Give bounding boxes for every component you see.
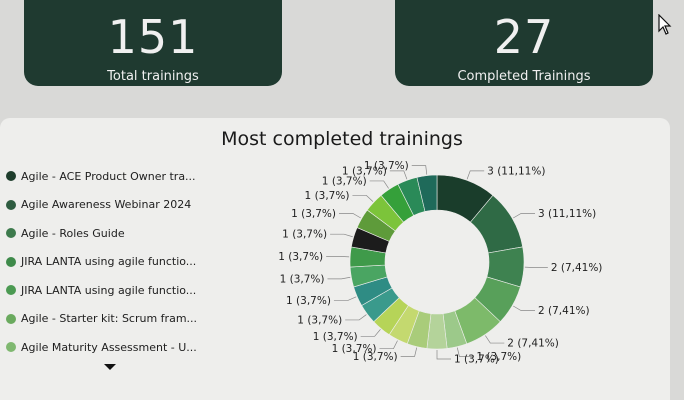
leader-line <box>466 170 485 180</box>
data-label: 1 (3,7%) <box>313 331 358 343</box>
leader-line <box>326 256 350 258</box>
leader-line <box>379 340 398 350</box>
legend-color-icon <box>6 313 16 324</box>
kpi-value: 27 <box>493 10 555 64</box>
data-label: 2 (7,41%) <box>551 262 603 274</box>
data-label: 1 (3,7%) <box>282 229 327 241</box>
legend-label: Agile - Roles Guide <box>21 226 125 240</box>
leader-line <box>436 350 451 360</box>
legend-item[interactable]: Agile - ACE Product Owner tra... <box>6 162 206 191</box>
leader-line <box>485 335 505 344</box>
legend-item[interactable]: Agile Awareness Webinar 2024 <box>6 191 206 220</box>
donut-slice[interactable] <box>416 174 438 212</box>
chart-title: Most completed trainings <box>221 128 463 150</box>
leader-line <box>369 180 389 189</box>
data-label: 1 (3,7%) <box>476 351 521 363</box>
legend-label: Agile Awareness Webinar 2024 <box>21 198 192 212</box>
legend-label: Agile - Starter kit: Scrum fram... <box>21 312 198 326</box>
data-label: 3 (11,11%) <box>538 208 596 220</box>
leader-line <box>400 347 418 357</box>
legend-item[interactable]: Agile - Starter kit: Scrum fram... <box>6 305 206 334</box>
leader-line <box>352 195 374 202</box>
mouse-cursor-icon <box>658 14 672 35</box>
leader-line <box>513 213 536 219</box>
leader-line <box>345 314 367 321</box>
kpi-card-total-trainings[interactable]: 151 Total trainings <box>24 0 282 86</box>
chart-panel <box>0 118 670 400</box>
legend-label: Agile - ACE Product Owner tra... <box>21 169 196 183</box>
data-label: 1 (3,7%) <box>280 273 325 285</box>
data-label: 1 (3,7%) <box>364 160 409 172</box>
legend-color-icon <box>6 342 16 353</box>
data-label: 3 (11,11%) <box>487 165 545 177</box>
data-label: 1 (3,7%) <box>291 208 336 220</box>
kpi-card-completed-trainings[interactable]: 27 Completed Trainings <box>395 0 653 86</box>
data-label: 2 (7,41%) <box>507 338 559 350</box>
leader-line <box>456 347 474 357</box>
leader-line <box>524 266 548 268</box>
data-label: 1 (3,7%) <box>286 295 331 307</box>
legend-label: Agile Maturity Assessment - U... <box>21 340 197 354</box>
kpi-value: 151 <box>107 10 199 64</box>
legend-label: JIRA LANTA using agile functio... <box>21 255 197 269</box>
data-label: 1 (3,7%) <box>305 190 350 202</box>
data-label: 1 (3,7%) <box>332 343 377 355</box>
data-label: 2 (7,41%) <box>538 305 590 317</box>
data-label: 1 (3,7%) <box>322 175 367 187</box>
kpi-label: Completed Trainings <box>457 69 591 84</box>
leader-line <box>360 329 381 337</box>
legend-color-icon <box>6 285 16 296</box>
leader-line <box>389 170 408 180</box>
data-label: 1 (3,7%) <box>454 354 499 366</box>
leader-line <box>330 233 353 238</box>
legend-item[interactable]: Agile - Roles Guide <box>6 219 206 248</box>
leader-line <box>513 305 536 311</box>
leader-line <box>411 165 428 175</box>
data-label: 1 (3,7%) <box>297 314 342 326</box>
legend-label: JIRA LANTA using agile functio... <box>21 283 197 297</box>
legend-item[interactable]: Agile Maturity Assessment - U... <box>6 333 206 362</box>
leader-line <box>333 296 357 301</box>
chart-legend: Agile - ACE Product Owner tra... Agile Aw… <box>6 162 206 362</box>
legend-scroll-down-icon[interactable] <box>104 364 116 370</box>
legend-color-icon <box>6 171 16 182</box>
data-label: 1 (3,7%) <box>342 165 387 177</box>
data-label: 1 (3,7%) <box>278 251 323 263</box>
data-label: 1 (3,7%) <box>353 351 398 363</box>
legend-color-icon <box>6 199 16 210</box>
leader-line <box>327 276 351 280</box>
leader-line <box>338 213 361 219</box>
legend-item[interactable]: JIRA LANTA using agile functio... <box>6 248 206 277</box>
legend-color-icon <box>6 256 16 267</box>
legend-item[interactable]: JIRA LANTA using agile functio... <box>6 276 206 305</box>
legend-color-icon <box>6 228 16 239</box>
kpi-label: Total trainings <box>107 69 199 84</box>
